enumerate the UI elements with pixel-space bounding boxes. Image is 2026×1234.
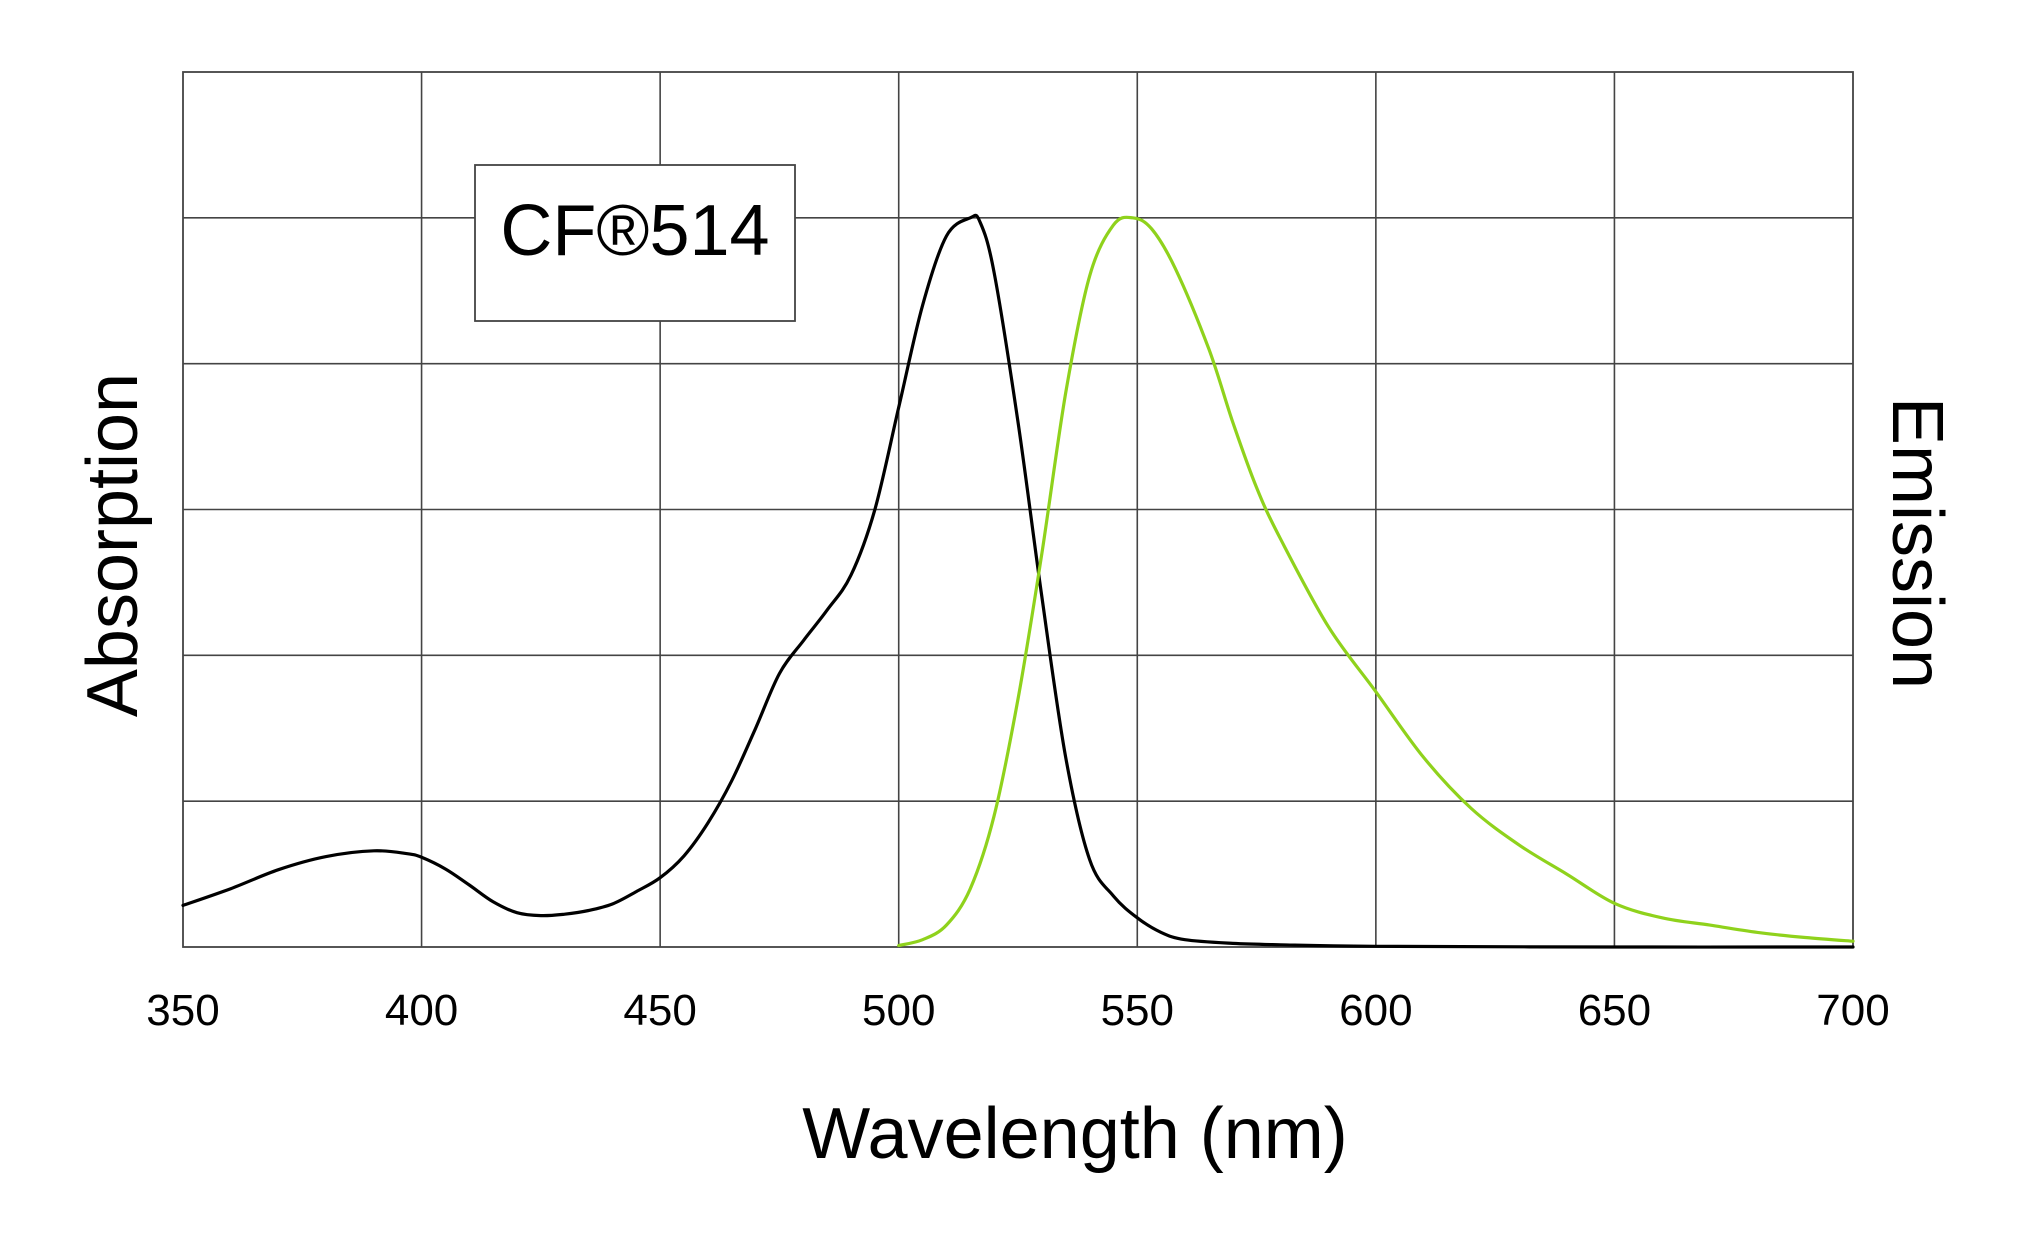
x-tick-label: 600 xyxy=(1339,986,1412,1035)
x-tick-label: 450 xyxy=(623,986,696,1035)
absorption-curve xyxy=(181,213,1855,949)
x-tick-label: 550 xyxy=(1101,986,1174,1035)
y-axis-title-right: Emission xyxy=(1877,397,1957,689)
chart-title: CF®514 xyxy=(500,191,769,271)
grid xyxy=(183,72,1853,947)
y-axis-title-left: Absorption xyxy=(73,373,153,717)
x-tick-label: 700 xyxy=(1816,986,1889,1035)
x-tick-label: 650 xyxy=(1578,986,1651,1035)
series-layer xyxy=(181,213,1855,949)
emission-curve xyxy=(897,215,1855,948)
plot-frame xyxy=(182,71,1854,948)
legend-box: CF®514 xyxy=(474,164,796,322)
x-tick-label: 400 xyxy=(385,986,458,1035)
x-tick-labels: 350 400 450 500 550 600 650 700 xyxy=(146,986,1889,1035)
x-axis-title: Wavelength (nm) xyxy=(802,1094,1348,1174)
x-tick-label: 500 xyxy=(862,986,935,1035)
x-tick-label: 350 xyxy=(146,986,219,1035)
